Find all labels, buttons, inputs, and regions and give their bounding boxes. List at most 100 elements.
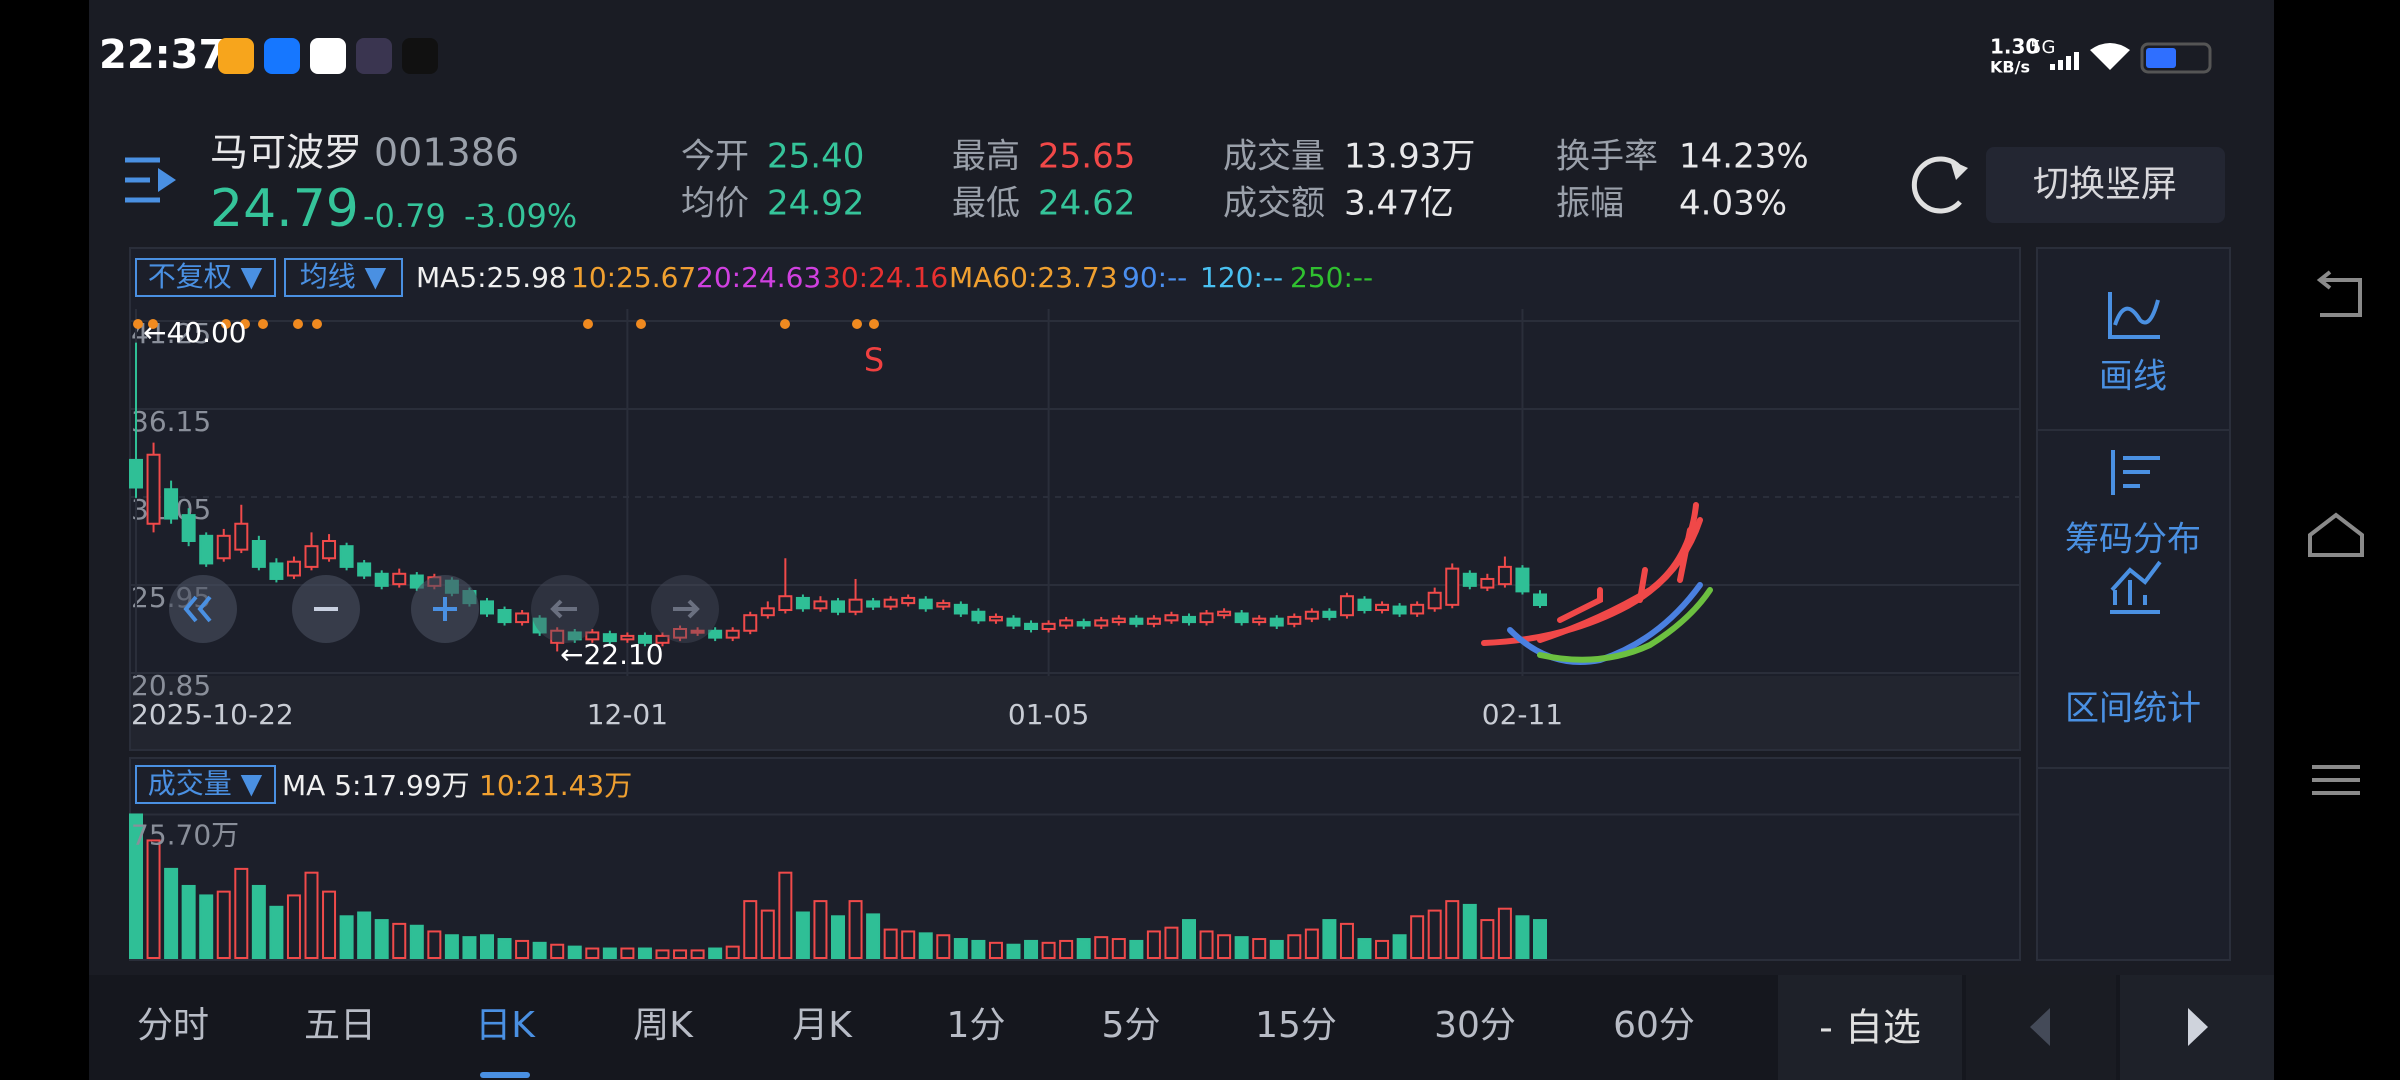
refresh-icon[interactable] — [1911, 156, 1968, 214]
volume-bar — [444, 934, 459, 960]
volume-bar — [953, 938, 968, 959]
side-label[interactable]: 画线 — [2099, 357, 2167, 397]
volume-bar — [901, 930, 916, 959]
signal-wifi — [2050, 43, 2130, 70]
tab[interactable]: 月K — [792, 1005, 853, 1046]
tabs: 分时 五日 日K 周K 月K 1分 5分 15分 30分 60分 — [137, 1005, 1695, 1078]
price-change: -0.79 — [363, 197, 446, 235]
orientation-button[interactable] — [1986, 147, 2225, 223]
side-label[interactable]: 区间统计 — [2065, 689, 2201, 729]
next-arrow[interactable] — [2188, 1008, 2208, 1046]
stat-label: 最低 — [952, 184, 1020, 224]
candle-body — [1533, 593, 1547, 607]
volume-bar — [602, 947, 617, 959]
tab[interactable]: 分时 — [137, 1005, 209, 1046]
tab[interactable]: 日K — [475, 1005, 536, 1046]
orientation-button-label[interactable]: 切换竖屏 — [2033, 164, 2177, 205]
network-type: 5G — [2030, 37, 2055, 58]
volume-bar — [1041, 941, 1056, 960]
adjust-dropdown[interactable] — [135, 258, 276, 297]
candle-body — [1304, 610, 1319, 620]
stat-value: 4.03% — [1679, 184, 1787, 224]
candle-body — [216, 534, 231, 560]
prev-arrow[interactable] — [2030, 1008, 2050, 1046]
menu-icon[interactable] — [125, 157, 176, 203]
candle-body — [708, 629, 723, 639]
candle-body — [725, 629, 740, 639]
volume-bar — [322, 890, 337, 959]
volume-label[interactable]: 成交量 ▼ — [148, 767, 263, 800]
candle-body — [655, 634, 670, 644]
volume-bar — [1076, 938, 1091, 959]
stock-name: 马可波罗 — [210, 131, 362, 175]
candle-body — [848, 598, 863, 613]
tab[interactable]: 5分 — [1102, 1005, 1161, 1046]
volume-panel — [129, 757, 2021, 961]
volume-bar — [1199, 930, 1214, 959]
stat-value: 14.23% — [1679, 137, 1809, 177]
volume-bar — [918, 932, 933, 959]
candle-body — [1129, 617, 1144, 625]
indicator-label[interactable]: 均线 ▼ — [300, 260, 387, 293]
candle-body — [339, 545, 354, 568]
volume-bar — [620, 947, 635, 959]
volume-bar — [304, 871, 319, 960]
volume-bar — [883, 928, 898, 960]
candle-body — [550, 629, 565, 644]
candle-body — [1164, 614, 1179, 622]
candle-body — [690, 629, 705, 634]
candle-body — [251, 540, 266, 568]
volume-bar — [1515, 915, 1530, 959]
volume-bar — [743, 900, 758, 959]
candle-body — [1182, 615, 1196, 624]
volume-bar — [971, 939, 986, 959]
date-label: 02-11 — [1482, 698, 1563, 731]
side-label[interactable]: 筹码分布 — [2065, 520, 2201, 560]
tab[interactable]: 15分 — [1255, 1005, 1337, 1046]
ma-legend: 10:25.67 — [571, 261, 696, 294]
volume-bar — [637, 947, 652, 959]
signal-s: S — [864, 341, 884, 379]
net-speed-unit: KB/s — [1990, 58, 2030, 77]
volume-dropdown[interactable] — [135, 765, 276, 804]
indicator-dropdown[interactable] — [284, 258, 403, 297]
candle-body — [567, 631, 582, 641]
tab[interactable]: 1分 — [947, 1005, 1006, 1046]
kline-panel — [129, 247, 2021, 751]
candle-body — [1006, 617, 1021, 627]
date-label: 12-01 — [587, 698, 668, 731]
candle-body — [1497, 565, 1512, 586]
stat-label: 最高 — [952, 137, 1020, 177]
tab[interactable]: 周K — [633, 1005, 694, 1046]
tab[interactable]: 五日 — [304, 1005, 376, 1046]
candle-body — [795, 596, 810, 610]
volume-bar — [216, 890, 231, 959]
adjust-label[interactable]: 不复权 ▼ — [148, 260, 263, 293]
stock-price: 24.79 — [210, 179, 359, 239]
candle-body — [953, 603, 968, 615]
volume-bar — [269, 905, 284, 959]
tab[interactable]: 30分 — [1434, 1005, 1516, 1046]
volume-bar — [532, 941, 547, 960]
signal-dots — [133, 319, 879, 329]
candle-body — [1217, 610, 1232, 617]
y-tick-label: 41.25 — [131, 317, 211, 350]
volume-area: 75.70万 — [129, 813, 2019, 960]
side-panel — [2036, 247, 2231, 961]
volume-bar — [480, 934, 494, 960]
candle-body — [1076, 621, 1091, 627]
watch-label[interactable]: - 自选 — [1819, 1006, 1921, 1050]
candle-body — [515, 612, 530, 624]
candle-body — [234, 522, 249, 551]
candle-body — [181, 514, 196, 543]
nav-buttons[interactable] — [169, 575, 719, 643]
tab[interactable]: 60分 — [1613, 1005, 1695, 1046]
volume-bar — [392, 922, 407, 959]
candle-body — [357, 562, 372, 577]
candle-body — [1427, 591, 1442, 610]
volume-bar — [725, 945, 740, 959]
watch-button[interactable] — [1778, 975, 1962, 1080]
volume-bar — [550, 943, 565, 960]
candle-body — [129, 458, 143, 489]
